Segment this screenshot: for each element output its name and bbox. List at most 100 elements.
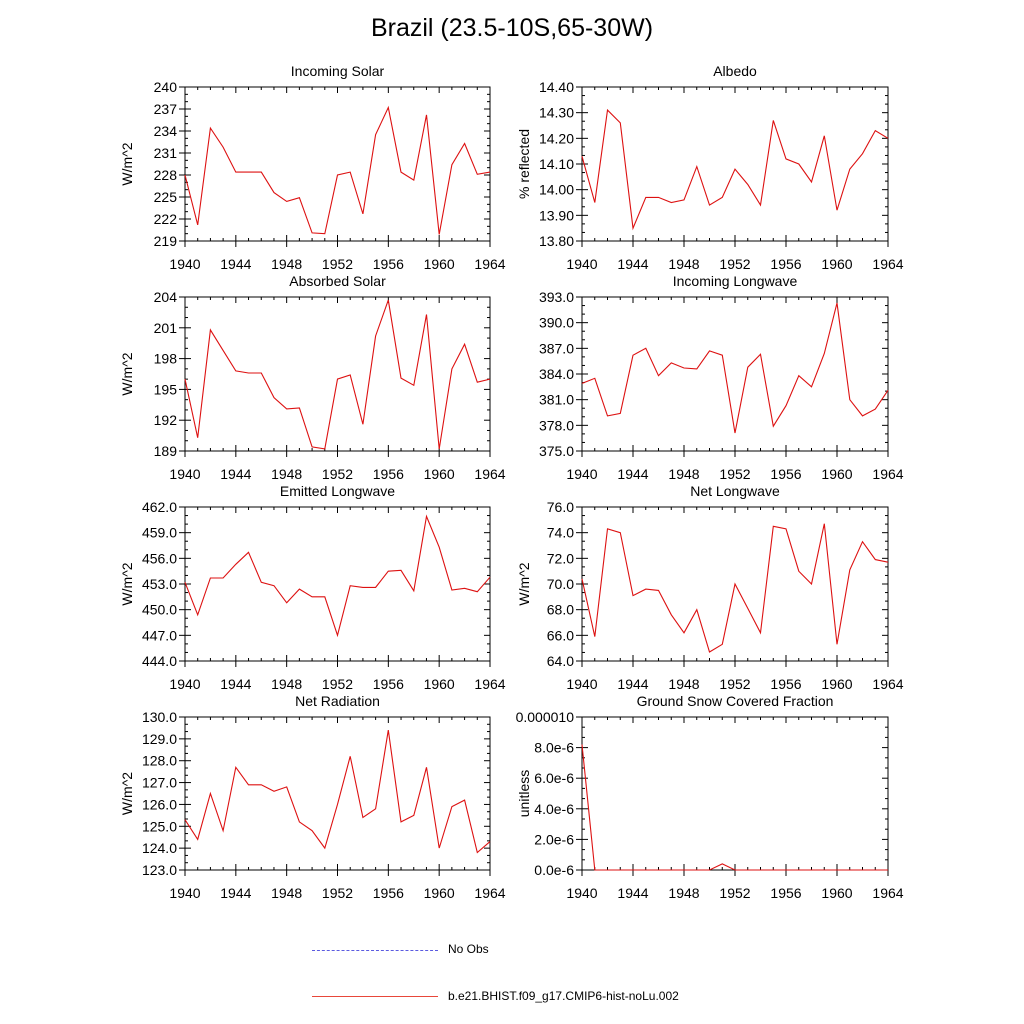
- x-tick-label: 1956: [373, 676, 404, 692]
- y-tick-label: 72.0: [547, 550, 574, 566]
- x-tick-label: 1960: [424, 466, 455, 482]
- x-tick-label: 1956: [770, 256, 801, 272]
- x-tick-label: 1940: [169, 676, 200, 692]
- x-tick-label: 1960: [821, 466, 852, 482]
- x-tick-label: 1960: [424, 676, 455, 692]
- y-tick-label: 219: [154, 233, 178, 249]
- y-axis-label: W/m^2: [119, 352, 135, 395]
- y-tick-label: 0.000010: [516, 709, 575, 725]
- y-tick-label: 384.0: [539, 366, 574, 382]
- panel-title: Albedo: [713, 63, 757, 79]
- y-tick-label: 204: [154, 289, 178, 305]
- x-tick-label: 1964: [474, 466, 505, 482]
- x-tick-label: 1964: [474, 676, 505, 692]
- y-tick-label: 222: [154, 211, 178, 227]
- y-tick-label: 444.0: [142, 653, 177, 669]
- panel-1: Albedo % reflected 13.80 13.90 14.00 14.10 14.…: [516, 63, 904, 272]
- panel-4: Emitted Longwave W/m^2 444.0 447.0 450.0 453.…: [119, 483, 506, 692]
- y-tick-label: 459.0: [142, 525, 177, 541]
- y-tick-label: 64.0: [547, 653, 574, 669]
- y-tick-label: 128.0: [142, 753, 177, 769]
- panel-3: Incoming Longwave 375.0 378.0 381.0 384.0 387…: [539, 273, 904, 482]
- legend-model-label: b.e21.BHIST.f09_g17.CMIP6-hist-noLu.002: [448, 989, 679, 1003]
- x-tick-label: 1944: [617, 676, 648, 692]
- panel-title: Absorbed Solar: [289, 273, 386, 289]
- x-tick-label: 1952: [719, 256, 750, 272]
- x-tick-label: 1944: [220, 676, 251, 692]
- series-line: [581, 108, 889, 231]
- y-tick-label: 8.0e-6: [534, 740, 574, 756]
- x-tick-label: 1960: [821, 676, 852, 692]
- x-tick-label: 1960: [424, 885, 455, 901]
- y-tick-label: 74.0: [547, 525, 574, 541]
- y-tick-label: 127.0: [142, 775, 177, 791]
- panel-6: Net Radiation W/m^2 123.0 124.0 125.0 126.0 12…: [119, 693, 506, 901]
- y-tick-label: 13.80: [539, 233, 574, 249]
- x-tick-label: 1940: [169, 466, 200, 482]
- y-tick-label: 123.0: [142, 862, 177, 878]
- x-tick-label: 1956: [770, 466, 801, 482]
- x-tick-label: 1940: [566, 466, 597, 482]
- x-tick-label: 1952: [322, 885, 353, 901]
- y-tick-label: 192: [154, 412, 178, 428]
- panel-2: Absorbed Solar W/m^2 189 192 195 198 201 204 194…: [119, 273, 506, 482]
- y-tick-label: 240: [154, 79, 178, 95]
- y-tick-label: 375.0: [539, 443, 574, 459]
- y-tick-label: 124.0: [142, 840, 177, 856]
- x-tick-label: 1944: [220, 885, 251, 901]
- legend-model-line: [312, 996, 438, 997]
- series-line: [581, 523, 889, 653]
- y-tick-label: 68.0: [547, 602, 574, 618]
- plot-frame: [184, 296, 491, 452]
- y-tick-label: 129.0: [142, 731, 177, 747]
- y-axis-label: W/m^2: [119, 772, 135, 815]
- y-tick-label: 2.0e-6: [534, 831, 574, 847]
- y-tick-label: 201: [154, 320, 178, 336]
- page-title: Brazil (23.5-10S,65-30W): [370, 14, 654, 42]
- x-tick-label: 1944: [617, 885, 648, 901]
- y-tick-label: 125.0: [142, 818, 177, 834]
- x-tick-label: 1956: [770, 676, 801, 692]
- series-line: [184, 299, 491, 450]
- plot-frame: [184, 506, 491, 662]
- x-tick-label: 1940: [566, 676, 597, 692]
- x-tick-label: 1948: [668, 676, 699, 692]
- panel-title: Net Longwave: [690, 483, 780, 499]
- y-axis-label: W/m^2: [516, 562, 532, 605]
- y-tick-label: 453.0: [142, 576, 177, 592]
- y-tick-label: 234: [154, 123, 178, 139]
- y-tick-label: 189: [154, 443, 178, 459]
- y-tick-label: 70.0: [547, 576, 574, 592]
- y-tick-label: 14.30: [539, 105, 574, 121]
- y-tick-label: 447.0: [142, 627, 177, 643]
- x-tick-label: 1952: [719, 676, 750, 692]
- y-tick-label: 198: [154, 351, 178, 367]
- panel-title: Net Radiation: [295, 693, 380, 709]
- x-tick-label: 1940: [169, 256, 200, 272]
- series-line: [184, 730, 491, 854]
- x-tick-label: 1964: [872, 256, 903, 272]
- x-tick-label: 1948: [668, 885, 699, 901]
- x-tick-label: 1952: [322, 256, 353, 272]
- x-tick-label: 1940: [566, 885, 597, 901]
- x-tick-label: 1948: [271, 466, 302, 482]
- x-tick-label: 1956: [373, 256, 404, 272]
- x-tick-label: 1948: [271, 676, 302, 692]
- legend-no-obs-label: No Obs: [448, 942, 489, 956]
- y-tick-label: 225: [154, 189, 178, 205]
- x-tick-label: 1948: [271, 885, 302, 901]
- series-line: [184, 514, 491, 638]
- plot-frame: [581, 716, 889, 871]
- plot-frame: [581, 86, 889, 242]
- y-tick-label: 6.0e-6: [534, 770, 574, 786]
- plot-frame: [184, 86, 491, 242]
- series-line: [184, 105, 491, 235]
- x-tick-label: 1948: [668, 466, 699, 482]
- x-tick-label: 1944: [220, 256, 251, 272]
- x-tick-label: 1964: [474, 885, 505, 901]
- y-axis-label: % reflected: [516, 129, 532, 199]
- x-tick-label: 1944: [617, 256, 648, 272]
- x-tick-label: 1952: [322, 466, 353, 482]
- y-tick-label: 378.0: [539, 417, 574, 433]
